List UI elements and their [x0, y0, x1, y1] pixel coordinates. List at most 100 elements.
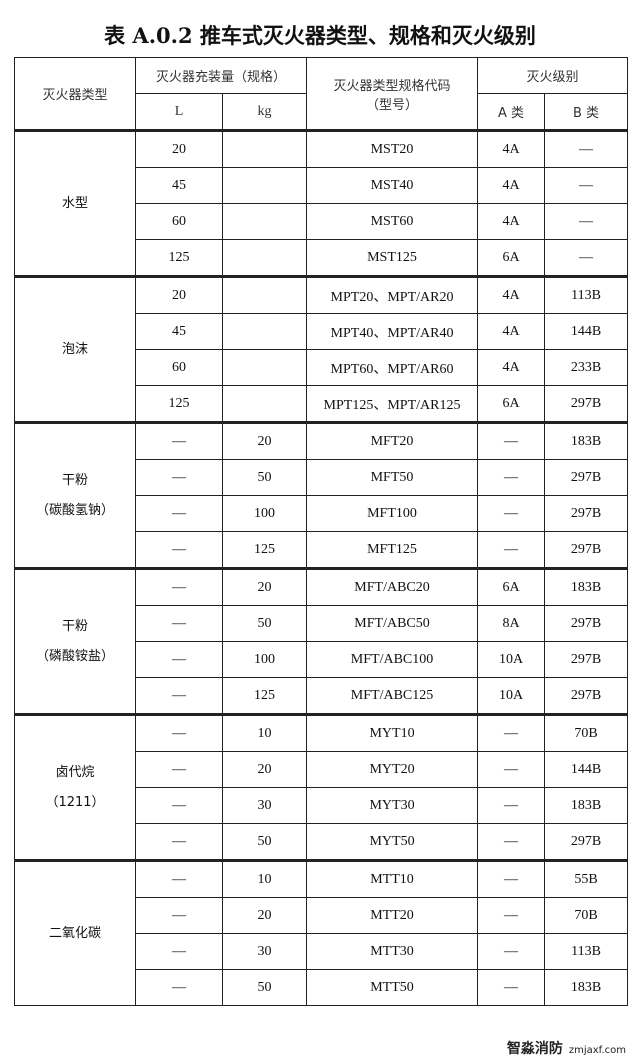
l-cell: 125: [135, 239, 223, 277]
header-a: A 类: [477, 93, 546, 132]
code-cell: MFT50: [306, 459, 479, 496]
b-cell: 183B: [544, 567, 629, 606]
type-label: 泡沫: [61, 341, 88, 357]
a-cell: —: [477, 459, 546, 496]
l-cell: —: [135, 823, 223, 861]
code-cell: MTT50: [306, 969, 479, 1006]
a-cell: 8A: [477, 605, 546, 642]
b-cell: 297B: [544, 385, 629, 423]
l-cell: —: [135, 495, 223, 532]
a-cell: —: [477, 787, 546, 824]
table-row: 干粉 （磷酸铵盐） — 20 MFT/ABC20 6A 183B: [14, 567, 629, 715]
a-cell: —: [477, 859, 546, 898]
kg-cell: 125: [221, 677, 308, 715]
kg-cell: [221, 203, 308, 240]
table-row: 泡沫 20 MPT20、MPT/AR20 4A 113B: [14, 275, 629, 423]
code-cell: MFT125: [306, 531, 479, 569]
b-cell: 113B: [544, 275, 629, 314]
type-label: 干粉: [61, 618, 88, 634]
l-cell: 45: [135, 167, 223, 204]
kg-cell: [221, 167, 308, 204]
kg-cell: 20: [221, 751, 308, 788]
type-cell: 干粉 （磷酸铵盐）: [14, 567, 136, 715]
b-cell: —: [544, 167, 629, 204]
b-cell: 297B: [544, 641, 629, 678]
l-cell: 60: [135, 349, 223, 386]
type-label: 干粉: [61, 472, 88, 488]
code-cell: MST60: [306, 203, 479, 240]
kg-cell: 10: [221, 859, 308, 898]
kg-cell: 20: [221, 567, 308, 606]
header-capacity: 灭火器充装量（规格）: [134, 57, 308, 94]
code-cell: MTT20: [306, 897, 479, 934]
l-cell: 125: [135, 385, 223, 423]
l-cell: —: [135, 421, 223, 460]
l-cell: —: [135, 641, 223, 678]
kg-cell: [221, 275, 308, 314]
b-cell: —: [544, 203, 629, 240]
table-row: 水型 20 MST20 4A —: [14, 129, 629, 277]
code-cell: MFT/ABC20: [306, 567, 479, 606]
code-cell: MFT/ABC125: [306, 677, 479, 715]
table-row: 干粉 （碳酸氢钠） —20 MFT20—183B: [14, 421, 629, 569]
table-row: 二氧化碳 —10 MTT10—55B: [14, 859, 629, 1006]
a-cell: —: [477, 969, 546, 1006]
a-cell: —: [477, 495, 546, 532]
table-row: —20 MYT20—144B: [15, 751, 629, 788]
b-cell: 297B: [544, 605, 629, 642]
code-cell: MTT10: [306, 859, 479, 898]
header-kg: kg: [221, 93, 308, 132]
b-cell: —: [544, 239, 629, 277]
code-cell: MPT40、MPT/AR40: [306, 313, 479, 350]
type-label: （磷酸铵盐）: [35, 648, 114, 664]
header-b: B 类: [544, 93, 629, 132]
a-cell: 6A: [477, 567, 546, 606]
code-cell: MST40: [306, 167, 479, 204]
kg-cell: 30: [221, 787, 308, 824]
a-cell: 6A: [477, 385, 546, 423]
code-cell: MFT20: [306, 421, 479, 460]
watermark-name: 智淼消防: [506, 1041, 563, 1057]
kg-cell: 20: [221, 897, 308, 934]
table-row: 45 MPT40、MPT/AR40 4A 144B: [15, 313, 629, 350]
header-l: L: [135, 93, 223, 132]
table-row: 卤代烷 （1211） —10 MYT10—70B: [14, 713, 629, 861]
code-cell: MYT20: [306, 751, 479, 788]
a-cell: —: [477, 823, 546, 861]
code-cell: MYT30: [306, 787, 479, 824]
code-cell: MPT60、MPT/AR60: [306, 349, 479, 386]
kg-cell: [221, 385, 308, 423]
kg-cell: 50: [221, 823, 308, 861]
table-title: 表 A.0.2 推车式灭火器类型、规格和灭火级别: [104, 23, 536, 48]
a-cell: 4A: [477, 275, 546, 314]
table-row: —100 MFT100—297B: [15, 495, 629, 532]
l-cell: —: [135, 677, 223, 715]
a-cell: 4A: [477, 349, 546, 386]
a-cell: —: [477, 933, 546, 970]
a-cell: 4A: [477, 167, 546, 204]
a-cell: 10A: [477, 641, 546, 678]
table-row: —20 MTT20—70B: [15, 897, 629, 934]
code-cell: MFT/ABC50: [306, 605, 479, 642]
l-cell: —: [135, 531, 223, 569]
l-cell: 60: [135, 203, 223, 240]
table-row: —100 MFT/ABC100 10A 297B: [15, 641, 629, 678]
type-label: 水型: [61, 195, 88, 211]
watermark-logo: 智淼消防 zmjaxf.com: [507, 1041, 626, 1059]
table-row: 60 MPT60、MPT/AR60 4A 233B: [15, 349, 629, 386]
type-cell: 水型: [14, 129, 136, 277]
code-cell: MST125: [306, 239, 479, 277]
type-label: 卤代烷: [55, 764, 95, 780]
kg-cell: 30: [221, 933, 308, 970]
b-cell: —: [544, 129, 629, 168]
table-row: 125 MST125 6A —: [15, 239, 629, 277]
type-cell: 干粉 （碳酸氢钠）: [14, 421, 136, 569]
a-cell: 4A: [477, 129, 546, 168]
l-cell: —: [135, 459, 223, 496]
kg-cell: 50: [221, 969, 308, 1006]
kg-cell: 10: [221, 713, 308, 752]
b-cell: 297B: [544, 823, 629, 861]
table-row: —125 MFT/ABC125 10A 297B: [15, 677, 629, 715]
kg-cell: 100: [221, 495, 308, 532]
kg-cell: [221, 349, 308, 386]
